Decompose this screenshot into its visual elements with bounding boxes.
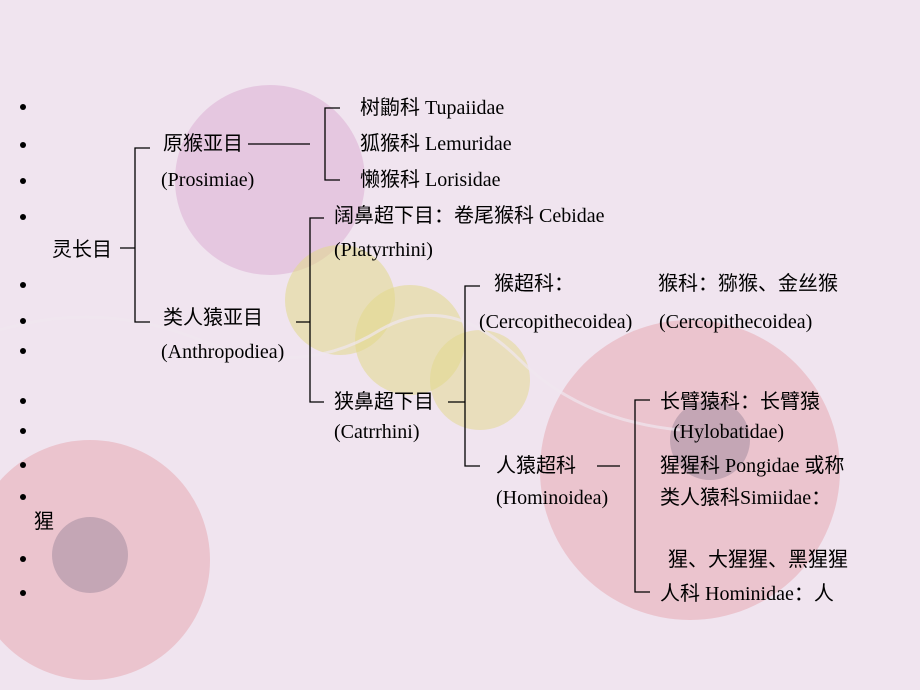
list-bullet: [20, 178, 26, 184]
hominidae-label: 人科 Hominidae：人: [660, 582, 834, 606]
simiidae-cn: 类人猿科Simiidae：: [660, 486, 831, 510]
lemuridae-label: 狐猴科 Lemuridae: [360, 132, 512, 156]
cercopithecidae-la: (Cercopithecoidea): [659, 310, 812, 334]
cercopithecoidea-la: (Cercopithecoidea): [479, 310, 632, 334]
list-bullet: [20, 494, 26, 500]
hylobatidae-la: (Hylobatidae): [673, 420, 784, 444]
cercopithecidae-cn: 猴科：猕猴、金丝猴: [658, 272, 838, 296]
list-bullet: [20, 282, 26, 288]
platyrrhini-cn: 阔鼻超下目：卷尾猴科 Cebidae: [334, 204, 605, 228]
root-label: 灵长目: [52, 238, 112, 262]
standalone-char: 猩: [34, 510, 54, 534]
prosimiae-la: (Prosimiae): [161, 168, 254, 192]
list-bullet: [20, 590, 26, 596]
pongidae-cn: 猩猩科 Pongidae 或称: [660, 454, 844, 478]
lorisidae-label: 懒猴科 Lorisidae: [360, 168, 501, 192]
hominoidea-la: (Hominoidea): [496, 486, 608, 510]
list-bullet: [20, 214, 26, 220]
tupaiidae-label: 树鼩科 Tupaiidae: [360, 96, 504, 120]
prosimiae-cn: 原猴亚目: [163, 132, 243, 156]
list-bullet: [20, 428, 26, 434]
list-bullet: [20, 104, 26, 110]
hylobatidae-cn: 长臂猿科：长臂猿: [660, 390, 820, 414]
cercopithecoidea-cn: 猴超科：: [494, 272, 574, 296]
hominoidea-cn: 人猿超科: [496, 454, 576, 478]
list-bullet: [20, 462, 26, 468]
anthropodiea-cn: 类人猿亚目: [163, 306, 263, 330]
anthropodiea-la: (Anthropodiea): [161, 340, 284, 364]
list-bullet: [20, 348, 26, 354]
list-bullet: [20, 318, 26, 324]
list-bullet: [20, 556, 26, 562]
list-bullet: [20, 398, 26, 404]
platyrrhini-la: (Platyrrhini): [334, 238, 433, 262]
great-apes-label: 猩、大猩猩、黑猩猩: [668, 548, 848, 572]
catarrhini-cn: 狭鼻超下目: [334, 390, 434, 414]
catarrhini-la: (Catrrhini): [334, 420, 420, 444]
list-bullet: [20, 142, 26, 148]
